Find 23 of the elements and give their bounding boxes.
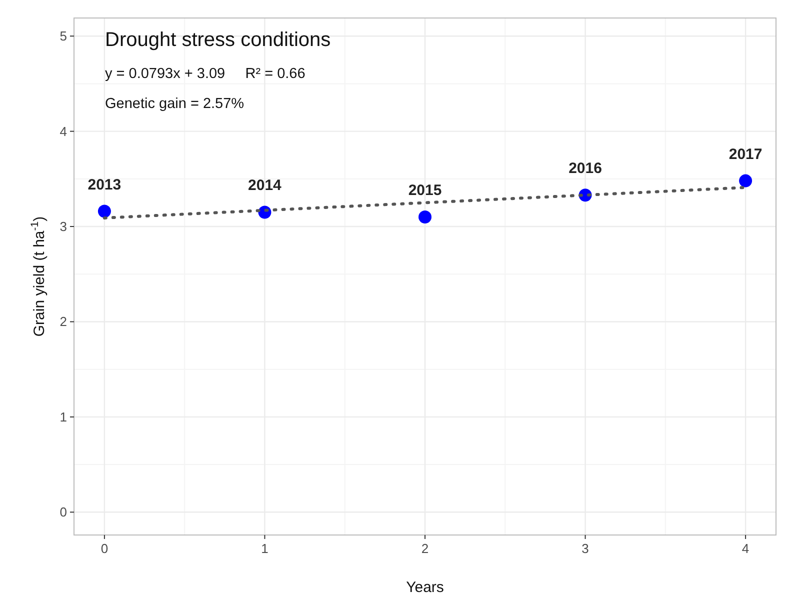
y-tick-label: 5 (60, 28, 67, 44)
y-tick-label: 4 (60, 124, 67, 139)
x-tick-label: 4 (742, 541, 750, 556)
point (739, 174, 752, 188)
annotation: 2017 (728, 146, 762, 163)
annotation: Genetic gain = 2.57% (105, 96, 244, 112)
x-axis-title: Years (406, 579, 444, 596)
point (418, 210, 432, 224)
x-tick-label: 1 (261, 541, 268, 556)
annotation: 2014 (248, 177, 282, 194)
x-tick-label: 3 (582, 541, 589, 556)
y-tick-label: 0 (60, 504, 67, 520)
x-tick-label: 0 (100, 541, 108, 556)
y-tick-label: 1 (60, 409, 67, 424)
annotation: y = 0.0793x + 3.09 R² = 0.66 (105, 66, 306, 82)
annotation: 2013 (88, 176, 122, 194)
annotation: 2015 (408, 182, 442, 199)
y-tick-label: 2 (60, 314, 67, 330)
x-tick-label: 2 (421, 541, 429, 556)
text: Drought stress conditions (105, 29, 331, 51)
annotation: 2016 (568, 160, 602, 178)
point (98, 204, 111, 218)
y-tick-label: 3 (60, 219, 67, 234)
